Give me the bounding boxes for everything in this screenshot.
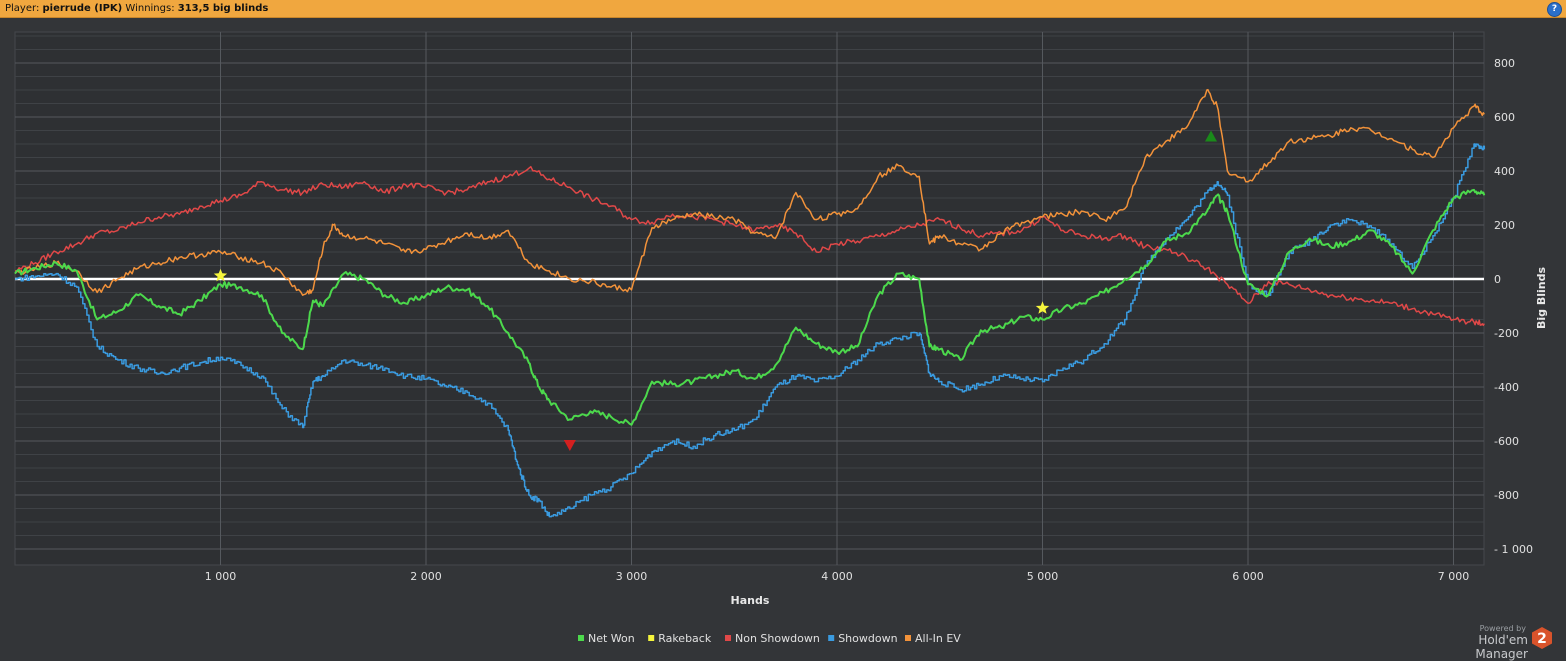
high-point-marker [1205,130,1218,142]
holdem-manager-logo: 2 [1532,627,1552,649]
y-axis-label: Big Blinds [1535,267,1548,329]
legend-swatch [725,635,731,641]
legend-label: Rakeback [658,632,712,645]
x-tick-label: 6 000 [1232,570,1264,583]
y-tick-label: -800 [1494,489,1519,502]
y-tick-label: 800 [1494,57,1515,70]
y-tick-label: -600 [1494,435,1519,448]
y-tick-label: - 1 000 [1494,543,1533,556]
y-tick-label: 600 [1494,111,1515,124]
x-tick-label: 1 000 [205,570,237,583]
y-tick-label: -400 [1494,381,1519,394]
series-line-all-in-ev [14,88,1485,296]
y-tick-label: -200 [1494,327,1519,340]
series-line-showdown [15,143,1486,518]
legend-label: Showdown [838,632,897,645]
x-tick-label: 2 000 [410,570,442,583]
series-lines [14,88,1486,518]
brand-name: Hold'em Manager [1475,633,1528,661]
powered-by: Powered by Hold'em Manager [1428,624,1528,661]
x-tick-label: 3 000 [616,570,648,583]
winnings-label: Winnings: [125,3,175,14]
rakeback-star-marker [213,268,228,282]
legend-label: All-In EV [915,632,961,645]
series-line-net-won [14,188,1486,426]
x-axis-ticks: 1 000 2 000 3 000 4 000 5 000 6 000 7 000 [205,570,1470,583]
legend-label: Net Won [588,632,635,645]
y-tick-label: 0 [1494,273,1501,286]
legend-swatch [905,635,911,641]
event-markers [213,130,1218,452]
legend-swatch [648,635,655,641]
player-header-bar: Player: pierrude (IPK) Winnings: 313,5 b… [0,0,1566,18]
x-tick-label: 5 000 [1027,570,1059,583]
grid-lines [15,32,1484,565]
player-label: Player: [5,3,40,14]
x-tick-label: 4 000 [821,570,853,583]
powered-by-text: Powered by [1479,624,1526,633]
legend-swatch [828,635,835,641]
rakeback-star-marker [1035,301,1050,314]
legend-swatch [578,635,584,641]
legend-label: Non Showdown [735,632,820,645]
x-axis-label: Hands [731,594,770,607]
player-name: pierrude (IPK) [42,3,123,14]
low-point-marker [563,440,576,452]
logo-version: 2 [1537,631,1547,647]
legend: Net Won Rakeback Non Showdown Showdown All-I… [578,632,961,645]
x-tick-label: 7 000 [1438,570,1470,583]
y-tick-label: 400 [1494,165,1515,178]
y-tick-label: 200 [1494,219,1515,232]
plot-area [14,31,1485,566]
help-icon[interactable]: ? [1547,2,1562,17]
player-summary: Player: pierrude (IPK) Winnings: 313,5 b… [5,0,268,17]
series-line-non-showdown [15,165,1485,327]
winnings-value: 313,5 big blinds [177,3,269,14]
y-axis-ticks: 800 600 400 200 0 -200 -400 -600 -800 - 1 000 [1494,57,1533,556]
